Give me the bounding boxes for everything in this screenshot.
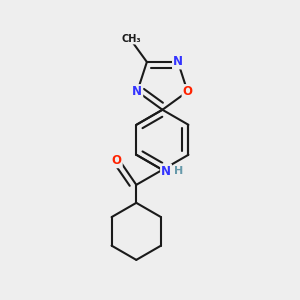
Text: N: N	[132, 85, 142, 98]
Text: O: O	[182, 85, 193, 98]
Text: N: N	[161, 164, 171, 178]
Text: N: N	[173, 56, 183, 68]
Text: O: O	[112, 154, 122, 167]
Text: H: H	[174, 166, 184, 176]
Text: CH₃: CH₃	[121, 34, 141, 44]
